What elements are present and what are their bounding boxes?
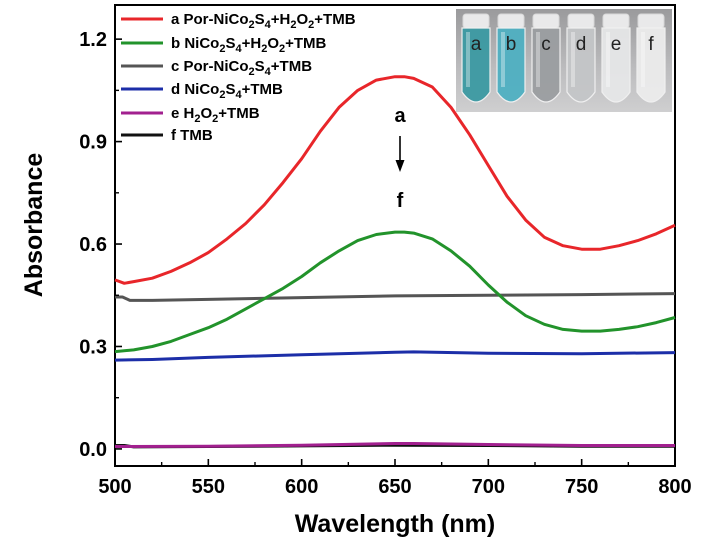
x-tick-label-700: 700 [472, 476, 505, 498]
x-tick-label-750: 750 [565, 476, 598, 498]
y-tick-label-0.9: 0.9 [79, 132, 107, 154]
x-tick-label-550: 550 [192, 476, 225, 498]
series-line-d [114, 350, 676, 362]
vial-highlight-c [536, 32, 540, 87]
y-tick-label-0: 0.0 [79, 439, 107, 461]
down-arrow-head [395, 160, 405, 172]
legend-label-a: a Por-NiCo2S4+H2O2+TMB [171, 11, 356, 31]
vial-cap-c [532, 13, 560, 29]
x-axis-title: Wavelength (nm) [295, 510, 495, 538]
legend-label-b: b NiCo2S4+H2O2+TMB [171, 35, 327, 55]
y-tick-label-0.6: 0.6 [79, 234, 107, 256]
vial-cap-a [462, 13, 490, 29]
x-tick-label-500: 500 [98, 476, 131, 498]
vial-cap-b [497, 13, 525, 29]
vial-label-c: c [541, 34, 551, 55]
series-line-a [114, 75, 676, 285]
x-axis: 500 550 600 650 700 750 800 [98, 459, 692, 498]
vial-cap-d [567, 13, 595, 29]
vial-label-b: b [506, 34, 517, 55]
series-line-e [114, 442, 675, 448]
legend-label-d: d NiCo2S4+TMB [171, 81, 283, 101]
vial-label-d: d [576, 34, 587, 55]
series-layer [114, 75, 676, 449]
vial-tube-b [496, 27, 526, 103]
legend-label-f: f TMB [171, 127, 213, 144]
vial-label-a: a [471, 34, 482, 55]
vial-tube-e [601, 27, 631, 103]
legend-label-e: e H2O2+TMB [171, 105, 260, 125]
annotation-bottom-letter: f [397, 190, 404, 212]
vial-highlight-a [466, 32, 470, 87]
y-tick-label-0.3: 0.3 [79, 336, 107, 358]
vials: a b c d e f [461, 13, 666, 103]
inset-photo: a b c d e f [456, 9, 672, 112]
vial-tube-f [636, 27, 666, 103]
annotation-top-letter: a [394, 105, 406, 127]
y-tick-label-1.2: 1.2 [79, 29, 107, 51]
series-line-c [115, 292, 676, 302]
vial-highlight-d [571, 32, 575, 87]
vial-tube-c [531, 27, 561, 103]
legend: a Por-NiCo2S4+H2O2+TMB b NiCo2S4+H2O2+TMB… [121, 11, 356, 144]
vial-tube-a [461, 27, 491, 103]
vial-label-e: e [611, 34, 622, 55]
inset-background [456, 9, 672, 112]
y-axis: 0.0 0.3 0.6 0.9 1.2 [79, 29, 122, 461]
annotations: a f [394, 105, 406, 212]
vial-highlight-f [641, 32, 645, 87]
y-axis-title: Absorbance [20, 153, 48, 298]
x-tick-label-800: 800 [658, 476, 691, 498]
x-tick-label-650: 650 [378, 476, 411, 498]
vial-tube-d [566, 27, 596, 103]
series-line-b [114, 230, 676, 354]
legend-label-c: c Por-NiCo2S4+TMB [171, 58, 312, 78]
x-tick-label-600: 600 [285, 476, 318, 498]
vial-label-f: f [648, 34, 654, 55]
vial-highlight-b [501, 32, 505, 87]
vial-cap-f [637, 13, 665, 29]
vial-highlight-e [606, 32, 610, 87]
vial-cap-e [602, 13, 630, 29]
